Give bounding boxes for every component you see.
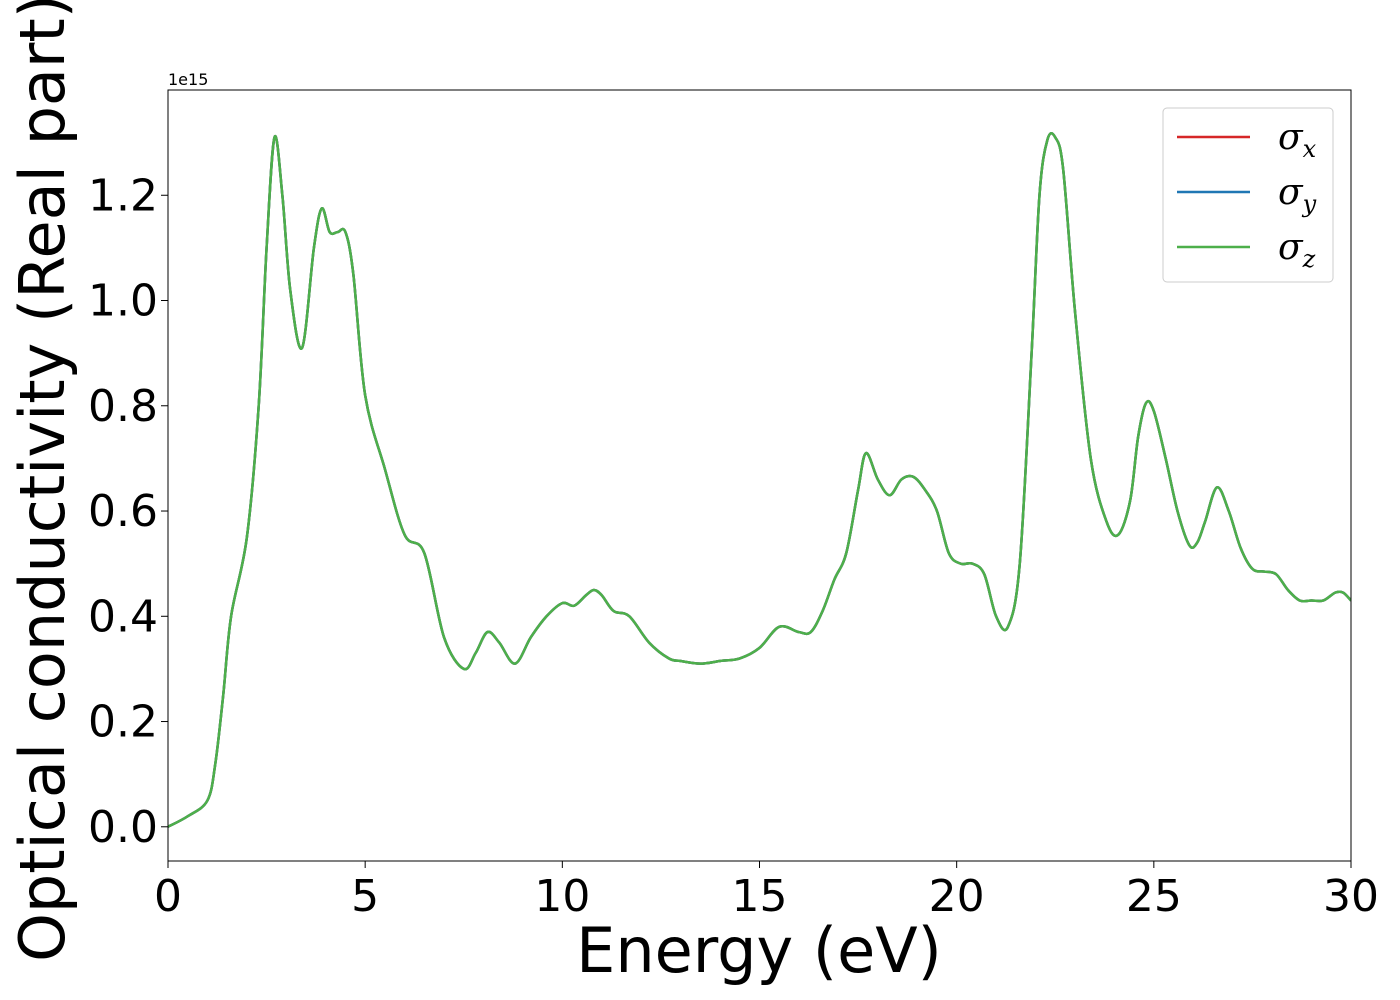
- y-tick-label: 0.4: [88, 591, 158, 642]
- y-offset-label: 1e15: [168, 70, 208, 89]
- legend-symbol: σ: [1278, 172, 1304, 213]
- y-axis-title: Optical conductivity (Real part): [6, 0, 79, 962]
- legend-symbol: σ: [1278, 117, 1304, 158]
- series-layer: [168, 132, 1351, 828]
- y-tick-label: 0.8: [88, 381, 158, 432]
- series-line-σz: [168, 132, 1351, 828]
- legend-subscript: z: [1302, 245, 1316, 273]
- legend-box: [1162, 107, 1334, 283]
- legend-subscript: y: [1302, 190, 1317, 218]
- legend-label: σy: [1278, 172, 1317, 218]
- legend-label: σz: [1278, 227, 1316, 273]
- y-tick-label: 0.0: [88, 802, 158, 853]
- plot-area: [168, 90, 1351, 861]
- x-tick-label: 5: [351, 871, 379, 922]
- x-axis: 0 5 10 15 20 25 30: [154, 861, 1379, 922]
- x-tick-label: 15: [732, 871, 788, 922]
- y-tick-label: 0.6: [88, 486, 158, 537]
- y-tick-label: 1.2: [88, 170, 158, 221]
- y-tick-label: 1.0: [88, 276, 158, 327]
- x-tick-label: 30: [1323, 871, 1379, 922]
- x-axis-title: Energy (eV): [576, 914, 942, 987]
- x-tick-label: 10: [534, 871, 590, 922]
- y-tick-label: 0.2: [88, 697, 158, 748]
- legend-subscript: x: [1303, 135, 1317, 163]
- y-axis: 0.0 0.2 0.4 0.6 0.8 1.0 1.2: [88, 170, 168, 853]
- x-tick-label: 20: [929, 871, 985, 922]
- x-tick-label: 0: [154, 871, 182, 922]
- legend-symbol: σ: [1278, 227, 1304, 268]
- legend-label: σx: [1278, 117, 1317, 163]
- x-tick-label: 25: [1126, 871, 1182, 922]
